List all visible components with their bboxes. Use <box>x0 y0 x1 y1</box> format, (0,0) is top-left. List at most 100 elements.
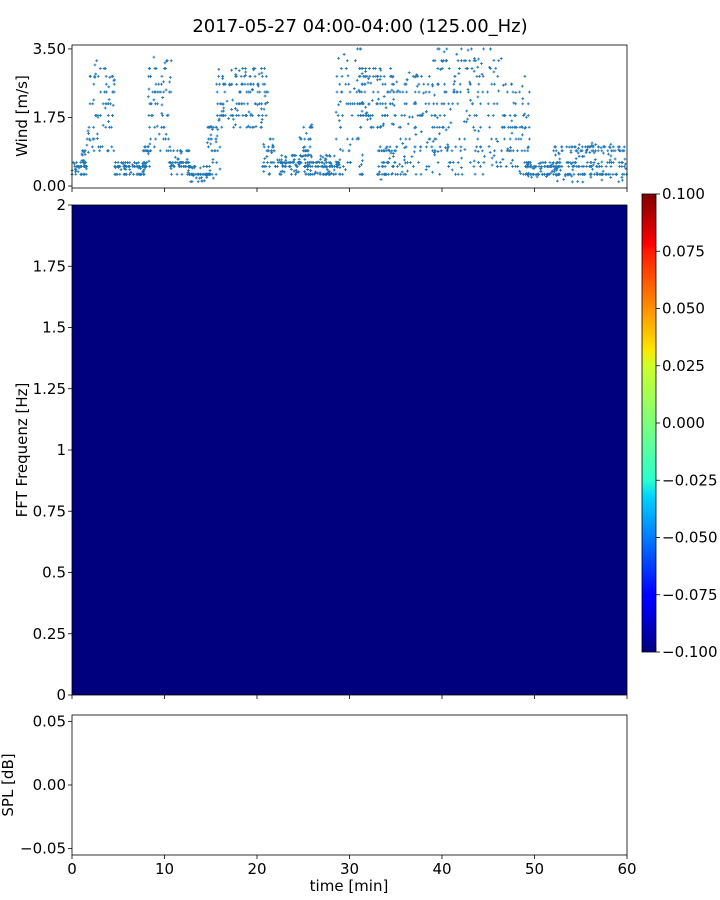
wind-point <box>555 179 559 183</box>
wind-point <box>310 172 314 176</box>
wind-point <box>209 172 212 176</box>
wind-point <box>316 171 320 175</box>
wind-point <box>572 164 576 168</box>
x-tick-label: 10 <box>155 860 174 878</box>
wind-point <box>391 152 395 155</box>
x-tick-label: 20 <box>247 860 266 878</box>
wind-point <box>376 90 380 94</box>
wind-point <box>476 150 480 153</box>
wind-point <box>179 151 183 155</box>
wind-point <box>147 74 151 78</box>
wind-point <box>85 143 89 147</box>
wind-point <box>529 165 533 168</box>
wind-point <box>523 161 527 164</box>
wind-point <box>527 125 531 129</box>
wind-point <box>308 145 312 149</box>
wind-point <box>180 172 184 176</box>
wind-point <box>299 137 302 141</box>
wind-point <box>253 74 257 78</box>
wind-point <box>82 163 86 167</box>
wind-point <box>328 172 332 176</box>
wind-point <box>360 163 363 167</box>
wind-point <box>403 155 406 158</box>
wind-point <box>284 155 288 159</box>
wind-point <box>260 67 263 70</box>
wind-point <box>157 82 161 86</box>
y-tick-label: 0.75 <box>33 502 66 520</box>
wind-point <box>596 172 600 176</box>
wind-point <box>99 114 102 117</box>
wind-point <box>348 90 352 94</box>
wind-point <box>136 172 140 176</box>
wind-point <box>106 114 110 117</box>
wind-point <box>147 114 151 117</box>
wind-point <box>387 161 391 164</box>
wind-point <box>468 161 472 164</box>
wind-point <box>356 136 360 140</box>
wind-point <box>79 161 83 164</box>
wind-point <box>231 117 235 121</box>
wind-point <box>211 176 215 180</box>
wind-point <box>207 145 210 149</box>
wind-point <box>444 90 448 94</box>
wind-point <box>417 82 421 86</box>
wind-point <box>532 167 536 170</box>
wind-point <box>81 159 85 163</box>
wind-point <box>220 109 224 113</box>
wind-point <box>480 72 484 76</box>
wind-point <box>344 168 347 172</box>
wind-point <box>555 168 558 172</box>
wind-point <box>146 149 150 153</box>
wind-point <box>92 149 96 153</box>
wind-point <box>454 172 457 176</box>
wind-point <box>318 171 322 175</box>
wind-point <box>205 141 209 145</box>
wind-point <box>378 102 382 106</box>
wind-point <box>160 74 164 78</box>
wind-point <box>251 114 254 117</box>
wind-point <box>241 67 245 70</box>
wind-point <box>600 160 604 164</box>
wind-point <box>608 158 612 162</box>
wind-point <box>209 133 213 137</box>
wind-point <box>385 145 389 149</box>
wind-point <box>104 82 108 86</box>
wind-point <box>458 67 461 70</box>
wind-point <box>158 149 162 153</box>
wind-point <box>383 165 387 168</box>
wind-point <box>592 161 596 164</box>
wind-point <box>88 102 92 106</box>
wind-point <box>87 125 91 129</box>
wind-point <box>575 165 579 168</box>
wind-point <box>427 102 431 106</box>
wind-point <box>331 165 334 168</box>
wind-point <box>107 98 111 101</box>
x-tick-label: 0 <box>67 860 77 878</box>
wind-point <box>512 101 516 105</box>
wind-point <box>571 168 575 172</box>
wind-point <box>232 125 236 129</box>
wind-point <box>600 149 604 153</box>
wind-point <box>252 68 255 72</box>
wind-point <box>259 121 263 124</box>
wind-point <box>617 148 621 152</box>
wind-point <box>98 67 102 70</box>
wind-point <box>445 59 449 63</box>
wind-point <box>384 106 388 110</box>
spectrogram-y-ticks: 0 0.25 0.5 0.75 1 1.25 1.5 1.75 2 <box>33 196 72 704</box>
wind-point <box>455 90 458 94</box>
wind-point <box>477 129 481 133</box>
wind-point <box>164 88 168 92</box>
wind-point <box>270 149 273 153</box>
wind-point <box>459 145 463 149</box>
wind-point <box>440 59 443 63</box>
wind-point <box>495 165 499 168</box>
wind-point <box>449 121 453 125</box>
wind-point <box>364 105 367 109</box>
wind-point <box>254 102 258 106</box>
wind-point <box>537 164 541 168</box>
wind-point <box>558 157 562 161</box>
wind-point <box>516 165 520 168</box>
wind-point <box>403 114 407 117</box>
wind-point <box>452 90 455 94</box>
